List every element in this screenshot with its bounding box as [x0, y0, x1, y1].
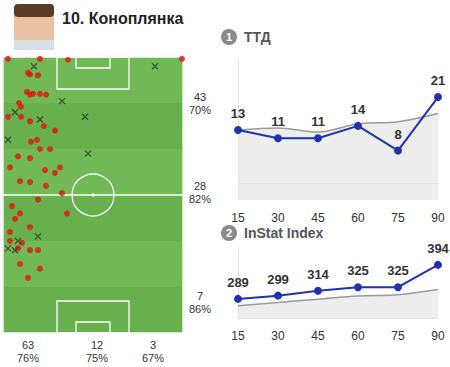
- svg-text:299: 299: [267, 272, 289, 287]
- svg-text:43: 43: [194, 91, 206, 103]
- svg-text:8: 8: [394, 127, 401, 142]
- svg-text:11: 11: [271, 114, 285, 129]
- svg-text:75%: 75%: [86, 352, 108, 364]
- svg-text:14: 14: [351, 102, 366, 117]
- svg-text:1: 1: [226, 31, 232, 43]
- svg-text:325: 325: [387, 263, 409, 278]
- svg-text:InStat Index: InStat Index: [244, 225, 324, 241]
- svg-text:70%: 70%: [189, 104, 211, 116]
- svg-text:15: 15: [231, 211, 245, 225]
- svg-text:2: 2: [226, 227, 232, 239]
- svg-text:45: 45: [311, 329, 325, 343]
- svg-text:13: 13: [231, 106, 245, 121]
- svg-text:289: 289: [227, 275, 249, 290]
- svg-text:60: 60: [351, 329, 365, 343]
- svg-text:7: 7: [197, 290, 203, 302]
- svg-text:30: 30: [271, 329, 285, 343]
- svg-text:28: 28: [194, 180, 206, 192]
- svg-text:82%: 82%: [189, 193, 211, 205]
- svg-text:325: 325: [347, 263, 369, 278]
- svg-text:63: 63: [22, 339, 34, 351]
- svg-text:76%: 76%: [17, 352, 39, 364]
- svg-text:90: 90: [431, 211, 445, 225]
- svg-text:12: 12: [91, 339, 103, 351]
- svg-text:21: 21: [431, 73, 445, 88]
- svg-text:86%: 86%: [189, 303, 211, 315]
- svg-text:ТТД: ТТД: [244, 29, 271, 45]
- svg-text:45: 45: [311, 211, 325, 225]
- svg-text:10. Коноплянка: 10. Коноплянка: [62, 10, 184, 27]
- svg-text:11: 11: [311, 114, 325, 129]
- svg-text:15: 15: [231, 329, 245, 343]
- svg-text:394: 394: [427, 241, 449, 256]
- svg-text:75: 75: [391, 329, 405, 343]
- svg-text:30: 30: [271, 211, 285, 225]
- svg-text:90: 90: [431, 329, 445, 343]
- svg-text:3: 3: [150, 339, 156, 351]
- svg-text:60: 60: [351, 211, 365, 225]
- svg-text:75: 75: [391, 211, 405, 225]
- svg-text:314: 314: [307, 267, 329, 282]
- svg-text:67%: 67%: [142, 352, 164, 364]
